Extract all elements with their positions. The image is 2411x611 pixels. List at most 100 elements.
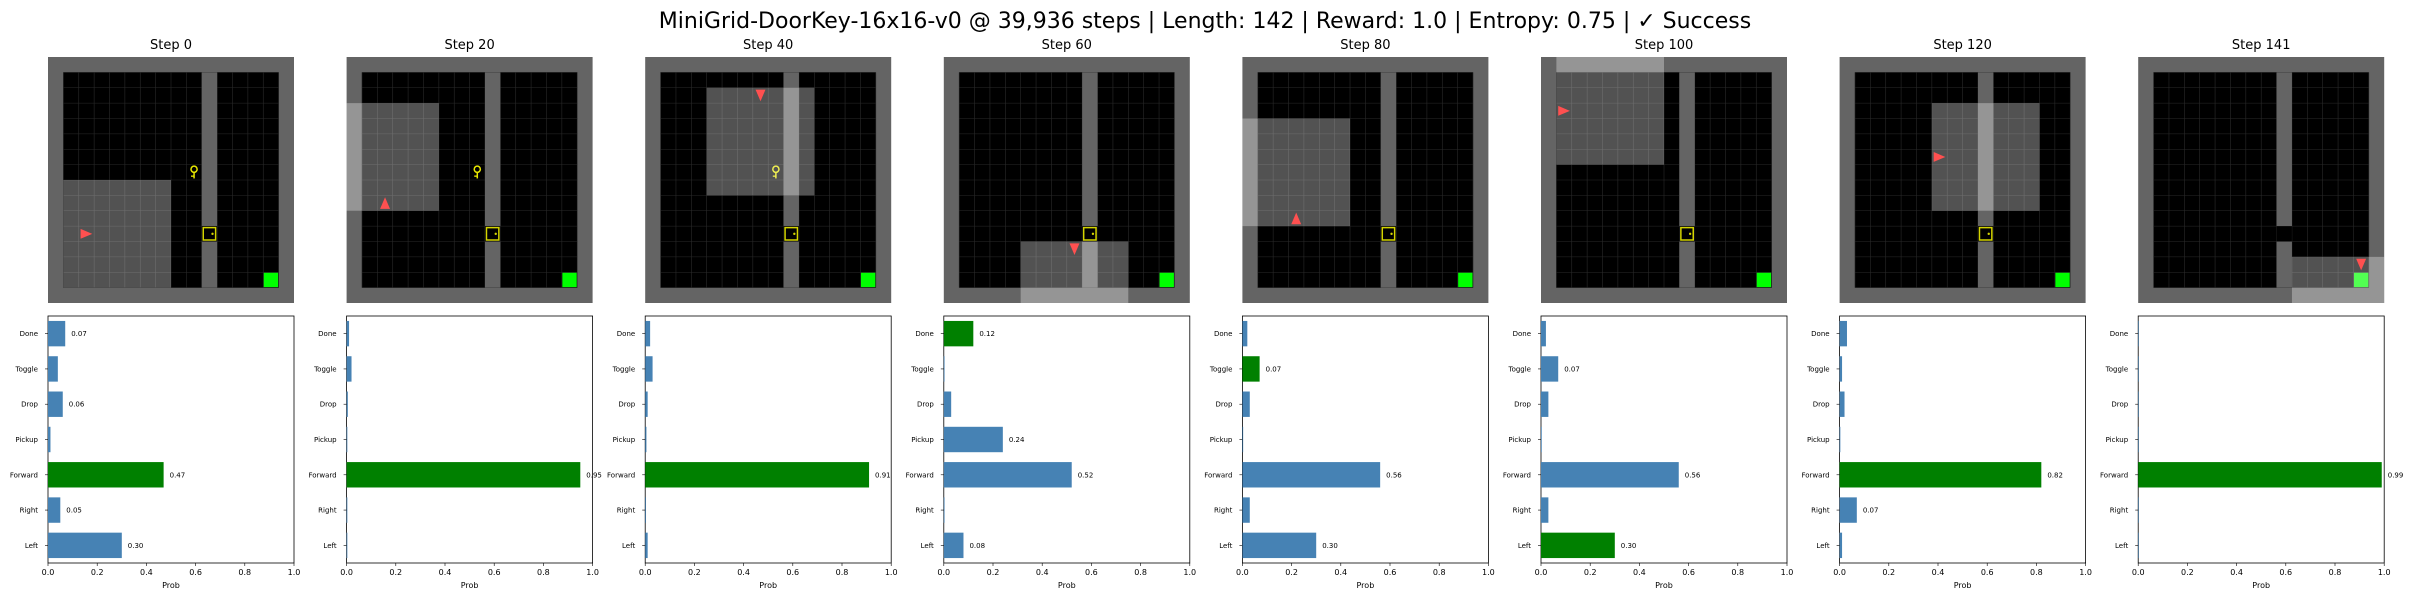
x-tick-label: 0.8 [1433,568,1446,577]
agent-view-highlight [1931,103,2040,211]
bar-right [1242,497,1250,523]
bar-right [1839,497,1857,523]
x-tick-label: 0.8 [2329,568,2342,577]
agent-arrow-icon [80,228,93,239]
door-bg [1082,226,1098,242]
value-label: 0.07 [1863,507,1879,515]
grid-image [2138,57,2385,303]
agent-arrow-icon [755,89,766,102]
category-label: Forward [1801,471,1829,479]
bar-toggle [1242,356,1260,382]
x-tick-label: 0.2 [688,568,701,577]
category-label: Left [1816,542,1829,550]
axes-frame [47,315,295,564]
bar-toggle [48,356,58,382]
category-label: Done [1513,330,1531,338]
category-label: Toggle [313,365,337,373]
door-bg [1380,226,1397,242]
category-label: Done [20,330,38,338]
bar-right [346,497,348,523]
category-label: Left [2115,542,2128,550]
category-label: Forward [10,471,38,479]
panel-3: Step 60 Left 0.08 Right Forward 0.52 Pickup 0.2… [906,38,1197,590]
bar-forward [1541,462,1679,488]
grid-image [48,57,294,303]
category-label: Right [318,507,337,515]
agent-arrow-icon [1558,105,1570,116]
agent-view-highlight [1242,118,1351,227]
agent-arrow-icon [2356,258,2367,271]
bar-done [1839,320,1847,347]
category-label: Toggle [14,365,38,373]
x-axis-label: Prob [1954,581,1972,590]
category-label: Toggle [1209,365,1233,373]
x-tick-label: 0.6 [1384,568,1397,577]
bar-done [645,320,651,347]
door [1978,226,1993,241]
category-label: Right [617,507,636,515]
agent-arrow-icon [1291,212,1302,225]
category-label: Drop [1813,401,1830,409]
category-label: Toggle [1507,365,1531,373]
category-label: Pickup [1210,436,1233,444]
prob-bar-chart: Left Right Forward 0.95 Pickup Drop Toggle Done… [308,315,602,590]
bar-forward [346,462,581,488]
bar-drop [1839,391,1845,417]
door [784,226,799,241]
x-axis-label: Prob [1655,581,1673,590]
bar-forward [1242,462,1381,488]
category-label: Forward [1503,471,1531,479]
door-handle [1091,232,1095,236]
door [485,226,500,241]
x-tick-label: 1.0 [586,568,599,577]
step-label: Step 0 [150,38,192,53]
x-axis-label: Prob [1357,581,1375,590]
x-tick-label: 0.4 [2230,568,2243,577]
value-label: 0.07 [71,330,87,338]
category-label: Right [915,507,934,515]
value-label: 0.52 [1078,471,1094,479]
bar-right [1541,497,1549,523]
grid-image [1839,57,2086,303]
bar-forward [943,462,1072,488]
bar-forward [2138,462,2382,488]
x-axis-label: Prob [759,581,777,590]
step-label: Step 100 [1635,38,1694,53]
agent-view-highlight [63,180,171,288]
category-label: Left [323,542,336,550]
door [1082,226,1097,241]
category-label: Right [1811,507,1830,515]
category-label: Toggle [612,365,636,373]
x-tick-label: 1.0 [1482,568,1495,577]
bar-done [1242,320,1248,347]
door-handle [1987,232,1990,236]
agent-arrow-icon [380,197,391,209]
x-tick-label: 1.0 [288,568,301,577]
bar-forward [1839,462,2042,488]
prob-bar-chart: Left 0.30 Right Forward 0.56 Pickup Drop Toggle… [1503,315,1793,590]
door-handle [1390,232,1393,236]
x-tick-label: 0.6 [2279,568,2292,577]
agent-view-highlight [1556,57,1664,165]
category-label: Drop [2111,401,2128,409]
category-label: Pickup [2106,436,2129,444]
bar-drop [943,391,952,417]
panel-7: Step 141 Left Right Forward 0.99 Pickup Drop To… [2100,38,2403,590]
category-label: Left [1219,542,1232,550]
category-label: Pickup [613,436,636,444]
bar-right [943,497,945,523]
goal-tile [1458,272,1473,288]
figure-title: MiniGrid-DoorKey-16x16-v0 @ 39,936 steps… [659,9,1751,34]
divider-wall [484,72,501,288]
value-label: 0.07 [1564,365,1580,373]
agent-view-highlight [706,87,815,196]
grid-image [346,57,593,303]
x-tick-label: 0.2 [987,568,1000,577]
door-bg [484,226,501,242]
x-tick-label: 0.6 [189,568,202,577]
bar-left [1839,532,1843,559]
bar-pickup [346,426,348,453]
x-tick-label: 0.2 [1285,568,1298,577]
bar-done [346,320,350,347]
bar-left [346,532,348,559]
